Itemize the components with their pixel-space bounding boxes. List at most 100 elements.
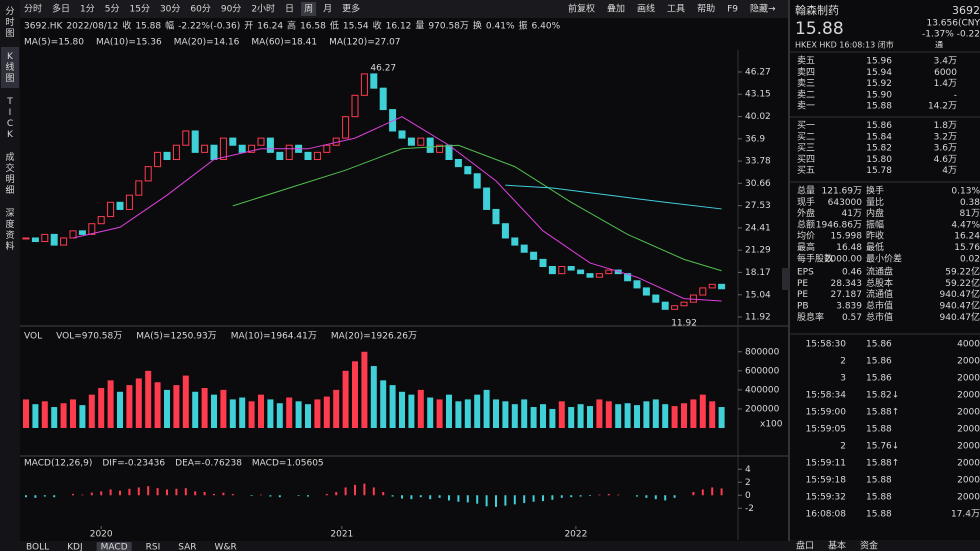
market-status: HKEX HKD 16:08:13 闭市 bbox=[795, 40, 894, 50]
volume-bar bbox=[436, 399, 443, 428]
panel-tab[interactable]: 资金 bbox=[860, 540, 878, 551]
tool-button[interactable]: 隐藏→ bbox=[750, 3, 776, 15]
period-button[interactable]: 日 bbox=[285, 4, 294, 15]
ma-line bbox=[232, 144, 722, 272]
period-button[interactable]: 1分 bbox=[80, 4, 95, 15]
period-button[interactable]: 月 bbox=[323, 4, 332, 15]
stat-label: 内盘 bbox=[866, 207, 884, 219]
stat-value: 15.76 bbox=[954, 243, 980, 253]
tool-button[interactable]: F9 bbox=[727, 5, 738, 15]
stat-label: 总额 bbox=[797, 218, 815, 230]
volume-bar bbox=[182, 375, 189, 428]
macd-bar bbox=[354, 484, 356, 496]
macd-bar bbox=[269, 495, 272, 497]
indicator-tab[interactable]: RSI bbox=[146, 543, 161, 551]
panel-tab[interactable]: 基本 bbox=[828, 540, 846, 551]
volume-bar bbox=[41, 401, 48, 428]
period-button[interactable]: 30分 bbox=[160, 4, 180, 15]
macd-bar bbox=[213, 493, 215, 496]
candle bbox=[426, 137, 434, 153]
legend-item: MACD=1.05605 bbox=[252, 459, 324, 469]
period-button[interactable]: 60分 bbox=[190, 4, 210, 15]
collapse-handle[interactable] bbox=[782, 268, 790, 290]
change: -1.37% -0.22 bbox=[922, 30, 980, 40]
book-label: 卖四 bbox=[797, 67, 815, 78]
book-price: 15.84 bbox=[866, 132, 892, 142]
volume-bar bbox=[135, 378, 142, 428]
tool-button[interactable]: 叠加 bbox=[607, 4, 625, 15]
macd-bar bbox=[598, 494, 601, 496]
tool-button[interactable]: 画线 bbox=[637, 3, 655, 15]
volume-bar bbox=[107, 380, 114, 428]
indicator-tab[interactable]: KDJ bbox=[67, 543, 83, 551]
period-button[interactable]: 2小时 bbox=[251, 3, 275, 15]
macd-bar bbox=[260, 494, 262, 496]
indicator-tab[interactable]: SAR bbox=[178, 543, 196, 551]
volume-bar bbox=[634, 405, 640, 428]
extreme-label: 46.27 bbox=[370, 63, 396, 73]
period-button[interactable]: 90分 bbox=[221, 4, 241, 15]
candle bbox=[398, 130, 406, 139]
period-button[interactable]: 周 bbox=[304, 4, 313, 15]
volume-bar bbox=[427, 397, 434, 428]
trade-price: 15.86 bbox=[866, 340, 892, 350]
macd-bar bbox=[307, 495, 309, 497]
trade-time: 15:59:00 bbox=[806, 408, 847, 418]
macd-bar bbox=[109, 489, 112, 496]
candle bbox=[88, 223, 96, 235]
volume-bar bbox=[643, 401, 650, 428]
period-button[interactable]: 分时 bbox=[24, 3, 42, 15]
macd-bar bbox=[448, 495, 450, 501]
volume-bar bbox=[605, 401, 612, 428]
stat-value: 28.343 bbox=[831, 279, 863, 289]
left-tab[interactable]: 分时图 bbox=[5, 6, 14, 39]
book-price: 15.80 bbox=[866, 155, 892, 165]
stat-label: 总市值 bbox=[866, 311, 893, 323]
candle bbox=[671, 305, 679, 310]
macd-bar bbox=[81, 494, 84, 496]
book-volume: 4万 bbox=[942, 166, 957, 176]
book-price: 15.92 bbox=[866, 79, 892, 89]
tool-button[interactable]: 帮助 bbox=[697, 3, 715, 15]
volume-bar bbox=[333, 389, 340, 428]
book-price: 15.94 bbox=[866, 68, 892, 78]
volume-bar bbox=[276, 403, 283, 428]
period-button[interactable]: 多日 bbox=[52, 3, 70, 15]
legend-item: 开 bbox=[244, 21, 253, 32]
candle bbox=[407, 137, 415, 146]
panel-tab[interactable]: 盘口 bbox=[796, 540, 814, 551]
volume-bar bbox=[342, 370, 349, 428]
candle bbox=[41, 233, 49, 243]
stock-price: 15.88 bbox=[795, 19, 844, 39]
left-tab[interactable]: K 线图 bbox=[5, 52, 14, 84]
volume-bar bbox=[323, 396, 330, 428]
stat-label: EPS bbox=[797, 268, 814, 278]
legend-item: MA(10)=15.36 bbox=[96, 38, 162, 48]
left-tab[interactable]: 深度资料 bbox=[5, 208, 14, 252]
indicator-tab[interactable]: W&R bbox=[215, 543, 237, 551]
indicator-tab[interactable]: BOLL bbox=[26, 543, 49, 551]
macd-bar bbox=[231, 493, 234, 496]
tool-button[interactable]: 前复权 bbox=[568, 3, 595, 15]
stat-label: 最高 bbox=[797, 241, 815, 253]
tool-button[interactable]: 工具 bbox=[667, 4, 685, 15]
book-volume: 1.8万 bbox=[934, 121, 957, 131]
period-button[interactable]: 5分 bbox=[105, 4, 120, 15]
period-button[interactable]: 15分 bbox=[130, 4, 150, 15]
stat-label: 量比 bbox=[866, 196, 884, 208]
candle bbox=[530, 251, 538, 260]
indicator-tab[interactable]: MACD bbox=[101, 543, 128, 551]
left-tab[interactable]: 成交明细 bbox=[5, 151, 14, 196]
legend-item: 2022/08/12 bbox=[66, 22, 118, 32]
volume-bar bbox=[521, 399, 528, 428]
stat-label: 股息率 bbox=[797, 311, 824, 323]
trade-price: 15.82↓ bbox=[866, 391, 899, 401]
book-price: 15.78 bbox=[866, 166, 892, 176]
y-tick-label: 40.02 bbox=[745, 112, 771, 122]
macd-bar bbox=[363, 483, 366, 496]
candle bbox=[172, 144, 180, 161]
legend-item: 幅 bbox=[165, 20, 174, 32]
period-button[interactable]: 更多 bbox=[342, 3, 360, 15]
ma-line bbox=[505, 184, 722, 210]
